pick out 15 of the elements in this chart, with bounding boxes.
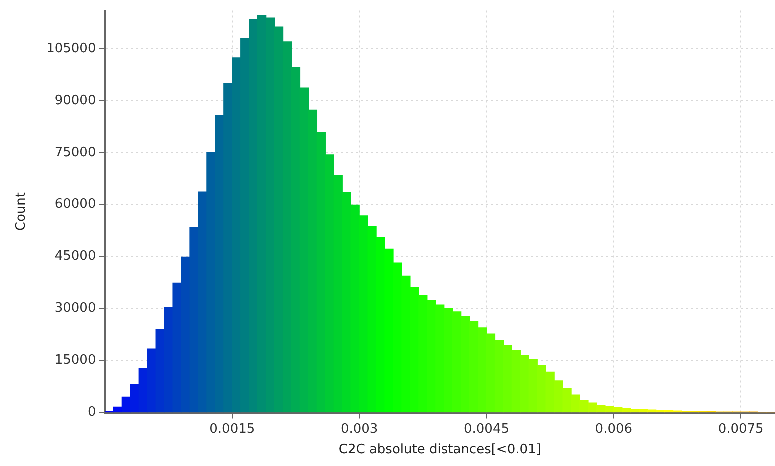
y-tick-label: 0 [88,405,96,420]
y-tick-label: 15000 [54,353,96,368]
y-tick-label: 30000 [54,301,96,316]
y-tick-label: 90000 [54,93,96,108]
x-tick-label: 0.003 [340,422,378,437]
y-tick-label: 105000 [46,41,96,56]
y-tick-label: 60000 [54,197,96,212]
x-tick-label: 0.0045 [464,422,510,437]
x-tick-label: 0.0015 [210,422,256,437]
y-tick-label: 75000 [54,145,96,160]
x-tick-label: 0.006 [595,422,633,437]
y-tick-label: 45000 [54,249,96,264]
y-axis-title: Count [14,192,30,232]
x-axis-title: C2C absolute distances[<0.01] [338,442,542,458]
x-tick-label: 0.0075 [718,422,764,437]
